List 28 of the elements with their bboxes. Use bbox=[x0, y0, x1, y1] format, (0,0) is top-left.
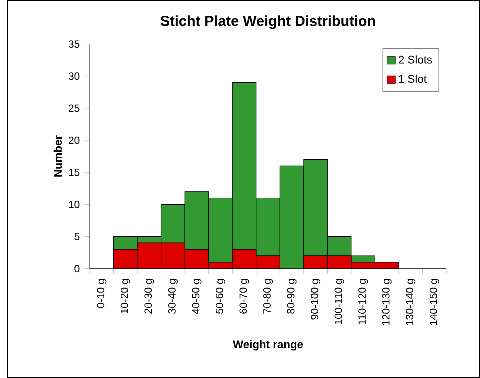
y-tick-label: 5 bbox=[74, 233, 80, 240]
legend-label: 2 Slots bbox=[399, 56, 432, 64]
chart-title: Sticht Plate Weight Distribution bbox=[160, 16, 376, 30]
x-tick-label: 110-120 g bbox=[358, 279, 368, 324]
x-tick-label: 140-150 g bbox=[430, 279, 440, 326]
x-tick-label: 60-70 g bbox=[240, 279, 250, 314]
y-tick-label: 35 bbox=[68, 40, 80, 48]
x-tick-label: 80-90 g bbox=[287, 279, 297, 314]
x-tick-label: 70-80 g bbox=[264, 279, 274, 314]
x-axis-title: Weight range bbox=[233, 340, 304, 351]
legend-label: 1 Slot bbox=[399, 74, 427, 83]
x-tick-label: 0-10 g bbox=[97, 279, 107, 308]
x-tick-label: 30-40 g bbox=[168, 279, 178, 314]
y-tick-label: 25 bbox=[68, 104, 80, 112]
x-tick-label: 130-140 g bbox=[406, 279, 416, 326]
x-tick-label: 20-30 g bbox=[144, 279, 154, 314]
x-tick-label: 10-20 g bbox=[120, 279, 130, 314]
y-tick-label: 0 bbox=[74, 265, 80, 272]
x-tick-label: 120-130 g bbox=[382, 279, 392, 326]
x-tick-label: 100-110 g bbox=[334, 279, 344, 324]
x-tick-label: 50-60 g bbox=[216, 279, 226, 314]
x-tick-label: 40-50 g bbox=[192, 279, 202, 314]
y-tick-label: 10 bbox=[69, 200, 80, 208]
y-tick-label: 15 bbox=[69, 168, 80, 176]
y-tick-label: 20 bbox=[68, 136, 80, 144]
y-axis-title: Number bbox=[54, 136, 62, 177]
x-tick-label: 90-100 g bbox=[311, 279, 321, 320]
y-tick-label: 30 bbox=[68, 72, 80, 80]
